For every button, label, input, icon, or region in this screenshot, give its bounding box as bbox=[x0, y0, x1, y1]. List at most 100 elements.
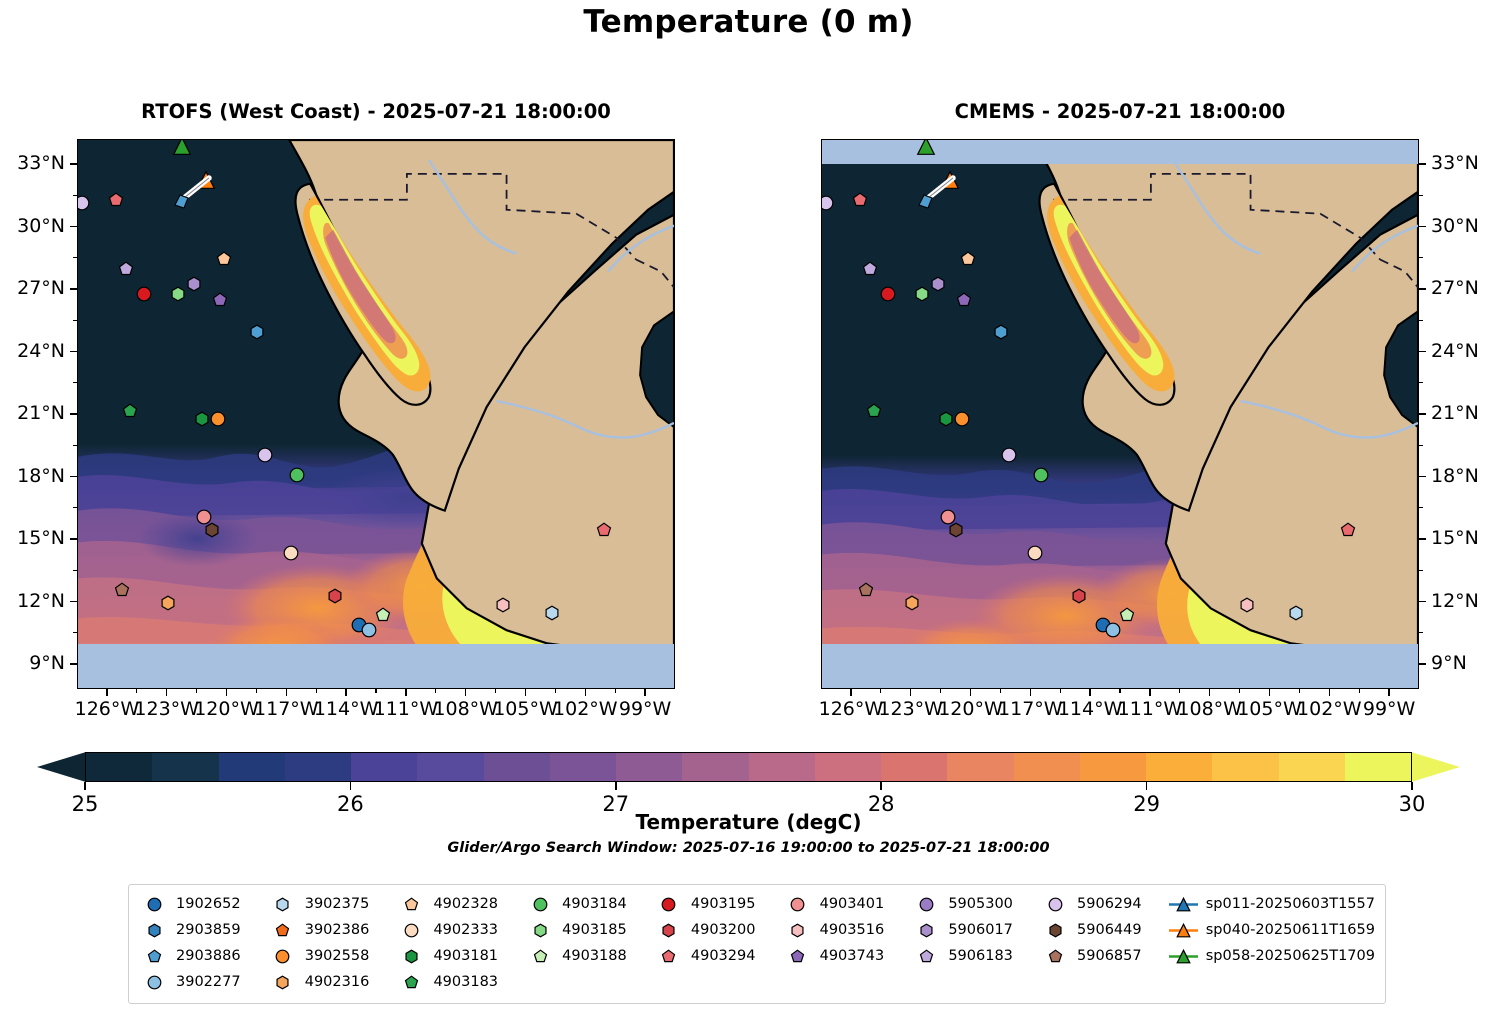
legend-entry-4903294[interactable]: 4903294 bbox=[654, 945, 783, 967]
map-marker-4903195[interactable] bbox=[880, 286, 896, 302]
legend-entry-4903743[interactable]: 4903743 bbox=[783, 945, 912, 967]
legend-entry-3902386[interactable]: 3902386 bbox=[268, 919, 397, 941]
map-marker-5906183[interactable] bbox=[862, 261, 878, 277]
map-marker-5906449[interactable] bbox=[204, 522, 220, 538]
legend-entry-4903195[interactable]: 4903195 bbox=[654, 893, 783, 915]
map-marker-5906857[interactable] bbox=[114, 582, 130, 598]
legend-marker-hexagon-icon bbox=[654, 923, 684, 938]
map-panel-cmems[interactable] bbox=[821, 139, 1419, 689]
map-marker-2903886[interactable] bbox=[993, 324, 1009, 340]
legend-entry-2903886[interactable]: 2903886 bbox=[139, 945, 268, 967]
map-marker-4903188[interactable] bbox=[375, 607, 391, 623]
map-panel-rtofs[interactable] bbox=[77, 139, 675, 689]
map-marker-4903401[interactable] bbox=[940, 509, 956, 525]
map-marker-4903183[interactable] bbox=[122, 403, 138, 419]
map-marker-4903516[interactable] bbox=[495, 597, 511, 613]
legend-entry-4903188[interactable]: 4903188 bbox=[525, 945, 654, 967]
legend-entry-5905300[interactable]: 5905300 bbox=[911, 893, 1040, 915]
legend-entry-4902316[interactable]: 4902316 bbox=[268, 971, 397, 993]
legend-entry-2903859[interactable]: 2903859 bbox=[139, 919, 268, 941]
legend-entry-5906449[interactable]: 5906449 bbox=[1040, 919, 1169, 941]
map-marker-4903184[interactable] bbox=[1033, 467, 1049, 483]
map-marker-4903200[interactable] bbox=[1071, 588, 1087, 604]
legend-entry-5906294[interactable]: 5906294 bbox=[1040, 893, 1169, 915]
legend-entry-4903184[interactable]: 4903184 bbox=[525, 893, 654, 915]
xtick-label: 111°W bbox=[373, 698, 439, 720]
map-marker-4902328[interactable] bbox=[960, 251, 976, 267]
xtick bbox=[345, 689, 347, 696]
colorbar[interactable]: 25 26 27 28 29 30 bbox=[37, 752, 1460, 816]
legend-entry-3902375[interactable]: 3902375 bbox=[268, 893, 397, 915]
legend-entry-5906857[interactable]: 5906857 bbox=[1040, 945, 1169, 967]
legend-entry-4902333[interactable]: 4902333 bbox=[396, 919, 525, 941]
legend-entry-4903200[interactable]: 4903200 bbox=[654, 919, 783, 941]
legend-entry-5906183[interactable]: 5906183 bbox=[911, 945, 1040, 967]
ytick-minor bbox=[73, 319, 77, 321]
map-marker-3902277[interactable] bbox=[361, 622, 377, 638]
map-marker-3902375[interactable] bbox=[544, 605, 560, 621]
legend-entry-sp040-20250611T1659[interactable]: sp040-20250611T1659 bbox=[1169, 919, 1375, 941]
map-marker-4903195[interactable] bbox=[136, 286, 152, 302]
map-marker-4903294b[interactable] bbox=[596, 522, 612, 538]
map-marker-3902277[interactable] bbox=[1105, 622, 1121, 638]
legend-entry-4902328[interactable]: 4902328 bbox=[396, 893, 525, 915]
map-marker-4903181[interactable] bbox=[194, 411, 210, 427]
map-marker-5906183[interactable] bbox=[118, 261, 134, 277]
map-marker-3902558[interactable] bbox=[210, 411, 226, 427]
legend-entry-3902277[interactable]: 3902277 bbox=[139, 971, 268, 993]
legend-entry-4903181[interactable]: 4903181 bbox=[396, 945, 525, 967]
map-marker-4903294[interactable] bbox=[108, 192, 124, 208]
map-marker-4903188[interactable] bbox=[1119, 607, 1135, 623]
legend-entry-1902652[interactable]: 1902652 bbox=[139, 893, 268, 915]
map-marker-4903200[interactable] bbox=[327, 588, 343, 604]
map-marker-4903743[interactable] bbox=[212, 292, 228, 308]
legend-entry-4903516[interactable]: 4903516 bbox=[783, 919, 912, 941]
map-marker-5906857[interactable] bbox=[858, 582, 874, 598]
map-marker-4903185[interactable] bbox=[170, 286, 186, 302]
xtick-minor bbox=[1358, 689, 1360, 693]
map-marker-3902558[interactable] bbox=[954, 411, 970, 427]
legend-marker-circle-icon bbox=[396, 923, 426, 938]
map-marker-4903183[interactable] bbox=[866, 403, 882, 419]
legend-entry-sp011-20250603T1557[interactable]: sp011-20250603T1557 bbox=[1169, 893, 1375, 915]
map-marker-4902316[interactable] bbox=[904, 595, 920, 611]
map-marker-4903294b[interactable] bbox=[1340, 522, 1356, 538]
map-marker-4903185[interactable] bbox=[914, 286, 930, 302]
map-marker-3902375[interactable] bbox=[1288, 605, 1304, 621]
map-marker-5906294[interactable] bbox=[822, 195, 834, 211]
map-marker-5906449[interactable] bbox=[948, 522, 964, 538]
map-marker-4903401[interactable] bbox=[196, 509, 212, 525]
legend-entry-5906017[interactable]: 5906017 bbox=[911, 919, 1040, 941]
platform-legend[interactable]: 1902652 2903859 2903886 3902277 3902375 39023… bbox=[128, 884, 1386, 1004]
xtick-label: 99°W bbox=[1362, 698, 1416, 720]
map-marker-5906017[interactable] bbox=[930, 276, 946, 292]
glider-track-sp011-20250603T1557[interactable] bbox=[913, 175, 959, 212]
map-marker-5906017[interactable] bbox=[186, 276, 202, 292]
map-marker-5906294b[interactable] bbox=[1001, 447, 1017, 463]
map-marker-5906294[interactable] bbox=[78, 195, 90, 211]
xtick bbox=[1089, 689, 1091, 696]
glider-track-sp011-20250603T1557[interactable] bbox=[169, 175, 215, 212]
map-marker-5906294b[interactable] bbox=[257, 447, 273, 463]
map-marker-4902328[interactable] bbox=[216, 251, 232, 267]
map-marker-4902316[interactable] bbox=[160, 595, 176, 611]
map-marker-2903886[interactable] bbox=[249, 324, 265, 340]
map-marker-sp058-20250625T1709[interactable] bbox=[916, 140, 935, 156]
map-marker-4903181[interactable] bbox=[938, 411, 954, 427]
legend-marker-hexagon-icon bbox=[783, 923, 813, 938]
legend-entry-4903183[interactable]: 4903183 bbox=[396, 971, 525, 993]
map-marker-sp058-20250625T1709[interactable] bbox=[172, 140, 191, 156]
legend-entry-4903185[interactable]: 4903185 bbox=[525, 919, 654, 941]
ytick-label: 33°N bbox=[1431, 152, 1479, 174]
legend-entry-sp058-20250625T1709[interactable]: sp058-20250625T1709 bbox=[1169, 945, 1375, 967]
map-marker-4902333[interactable] bbox=[283, 545, 299, 561]
map-marker-4903743[interactable] bbox=[956, 292, 972, 308]
map-marker-4902333[interactable] bbox=[1027, 545, 1043, 561]
map-marker-4903184[interactable] bbox=[289, 467, 305, 483]
map-marker-4903516[interactable] bbox=[1239, 597, 1255, 613]
xtick-minor bbox=[1059, 689, 1061, 693]
legend-entry-3902558[interactable]: 3902558 bbox=[268, 945, 397, 967]
legend-entry-4903401[interactable]: 4903401 bbox=[783, 893, 912, 915]
legend-marker-circle-icon bbox=[525, 897, 555, 912]
map-marker-4903294[interactable] bbox=[852, 192, 868, 208]
